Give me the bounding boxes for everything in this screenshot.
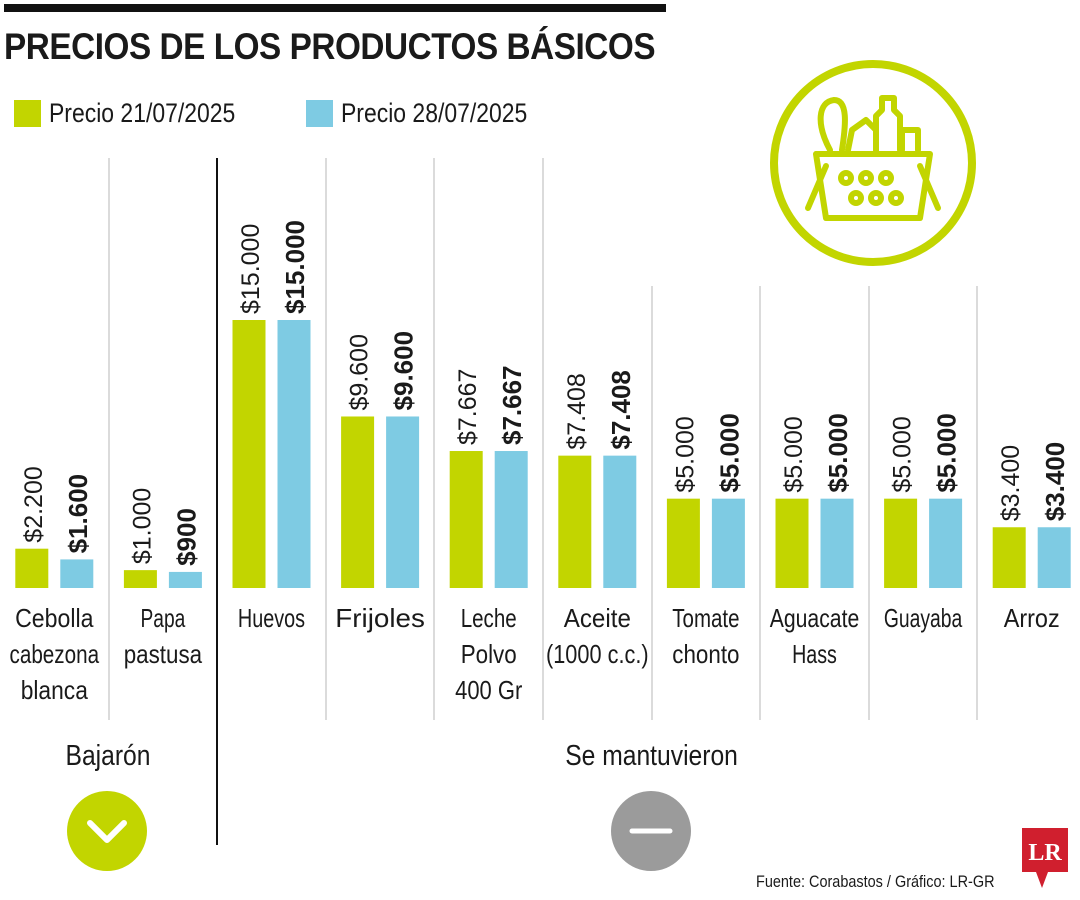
grocery-basket-icon: [770, 60, 976, 266]
data-label-current: $1.600: [63, 474, 93, 554]
category-label: blanca: [21, 675, 89, 705]
data-label-previous: $1.000: [128, 488, 156, 564]
category-label: Leche: [461, 603, 517, 633]
bar-current: [277, 320, 311, 588]
data-label-previous: $15.000: [237, 224, 265, 314]
category-label: Huevos: [238, 603, 305, 633]
data-label-previous: $7.667: [454, 369, 482, 445]
bar-current: [168, 571, 202, 588]
data-label-previous: $7.408: [563, 373, 591, 449]
data-label-current: $15.000: [280, 220, 310, 314]
bar-previous: [558, 455, 592, 588]
data-label-current: $9.600: [389, 331, 419, 411]
bar-current: [711, 498, 745, 588]
data-label-current: $900: [171, 508, 201, 566]
data-label-current: $5.000: [823, 413, 853, 493]
category-label: 400 Gr: [455, 675, 522, 705]
data-label-current: $7.667: [497, 365, 527, 445]
legend-label-1: Precio 21/07/2025: [49, 98, 236, 128]
category-label: Arroz: [1004, 603, 1060, 633]
category-label: (1000 c.c.): [546, 639, 649, 669]
bar-current: [929, 498, 963, 588]
category-label: Hass: [792, 639, 837, 669]
legend-label-2: Precio 28/07/2025: [341, 98, 528, 128]
legend-item-1: Precio 21/07/2025: [14, 98, 268, 129]
bar-current: [386, 416, 420, 588]
data-label-previous: $5.000: [889, 416, 917, 492]
minus-icon: [611, 791, 691, 871]
category-label: Aguacate: [770, 603, 860, 633]
chevron-down-icon: [67, 791, 147, 871]
top-rule: [4, 4, 666, 12]
data-label-current: $7.408: [606, 370, 636, 450]
legend-item-2: Precio 28/07/2025: [306, 98, 560, 129]
bar-previous: [449, 451, 483, 588]
category-label: chonto: [672, 639, 739, 669]
chart-title: PRECIOS DE LOS PRODUCTOS BÁSICOS: [4, 26, 656, 67]
data-label-previous: $5.000: [671, 416, 699, 492]
data-label-current: $3.400: [1040, 442, 1070, 522]
group-label-unchanged: Se mantuvieron: [564, 740, 738, 772]
category-label: Papa: [141, 603, 186, 633]
legend-swatch-2: [306, 100, 333, 127]
bar-previous: [666, 498, 700, 588]
data-label-previous: $9.600: [346, 334, 374, 410]
category-label: Cebolla: [15, 603, 94, 633]
legend-swatch-1: [14, 100, 41, 127]
data-label-current: $5.000: [932, 413, 962, 493]
bar-previous: [341, 416, 375, 588]
bar-current: [820, 498, 854, 588]
bar-current: [494, 451, 528, 588]
lr-logo: LR: [1022, 828, 1068, 888]
bar-previous: [884, 498, 918, 588]
data-label-previous: $5.000: [780, 416, 808, 492]
bar-previous: [232, 320, 266, 588]
bar-previous: [992, 527, 1026, 588]
category-label: pastusa: [124, 639, 203, 669]
bar-current: [60, 559, 94, 588]
bar-current: [603, 455, 637, 588]
data-label-previous: $2.200: [20, 466, 48, 542]
svg-text:LR: LR: [1028, 840, 1062, 866]
bar-previous: [123, 570, 157, 588]
group-label-decreased: Bajarón: [65, 740, 151, 772]
category-label: Tomate: [672, 603, 739, 633]
category-label: Guayaba: [884, 603, 963, 633]
category-label: Frijoles: [335, 603, 425, 633]
category-label: Polvo: [461, 639, 517, 669]
data-label-current: $5.000: [714, 413, 744, 493]
bar-previous: [775, 498, 809, 588]
data-label-previous: $3.400: [997, 445, 1025, 521]
bar-current: [1037, 527, 1071, 588]
source-note: Fuente: Corabastos / Gráfico: LR-GR: [756, 872, 995, 891]
category-label: cabezona: [10, 639, 100, 669]
bar-previous: [15, 548, 49, 588]
category-label: Aceite: [564, 603, 631, 633]
